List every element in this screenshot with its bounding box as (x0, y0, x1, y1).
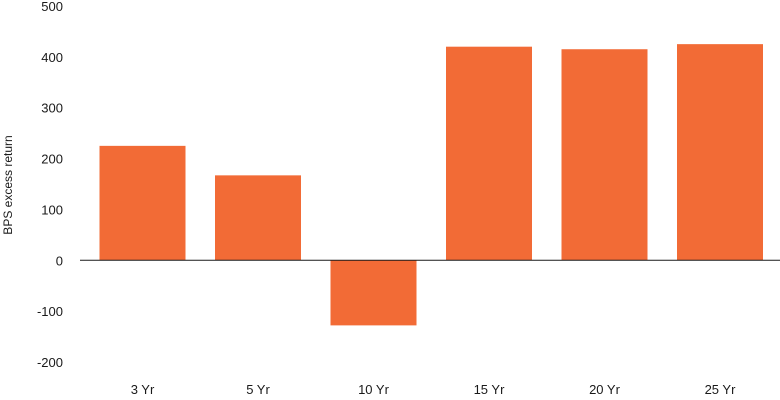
x-tick-label: 10 Yr (358, 382, 390, 397)
bar (215, 175, 301, 261)
y-tick-label: 500 (41, 0, 63, 14)
y-tick-label: 0 (56, 253, 63, 268)
y-tick-label: 100 (41, 202, 63, 217)
x-tick-label: 25 Yr (705, 382, 737, 397)
x-tick-label: 15 Yr (474, 382, 506, 397)
bar (330, 260, 417, 326)
y-tick-label: 200 (41, 152, 63, 167)
y-tick-label: 400 (41, 50, 63, 65)
y-axis-title: BPS excess return (1, 135, 15, 234)
bar (677, 44, 763, 261)
y-tick-label: -200 (37, 355, 63, 370)
x-tick-label: 5 Yr (246, 382, 270, 397)
bars-group (99, 44, 763, 326)
x-tick-label: 3 Yr (131, 382, 155, 397)
y-tick-label: -100 (37, 304, 63, 319)
y-tick-label: 300 (41, 101, 63, 116)
y-axis-ticks: 500 400 300 200 100 0 -100 -200 (37, 0, 63, 370)
bar (561, 49, 648, 261)
x-axis-ticks: 3 Yr 5 Yr 10 Yr 15 Yr 20 Yr 25 Yr (131, 382, 736, 397)
bar (446, 46, 532, 261)
x-tick-label: 20 Yr (589, 382, 621, 397)
bar (99, 145, 186, 261)
